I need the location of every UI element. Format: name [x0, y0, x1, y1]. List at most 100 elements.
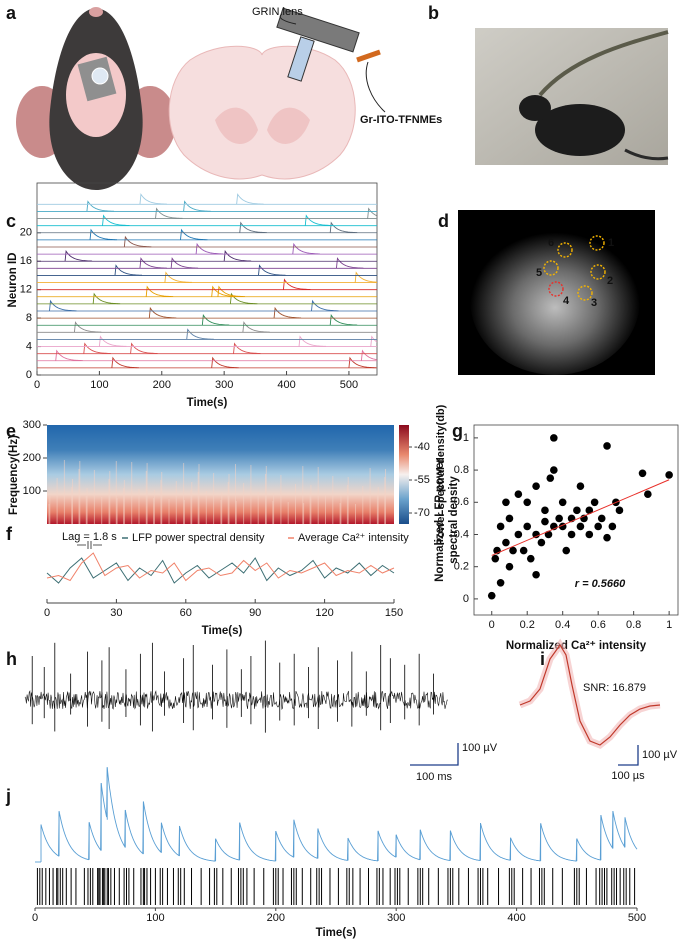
x-tick-label: 1 [666, 619, 672, 631]
panel-label: j [5, 786, 11, 806]
plot-frame [36, 182, 378, 376]
calcium-segment [215, 822, 241, 862]
scatter-point [541, 506, 549, 515]
x-tick-label: 300 [387, 912, 405, 924]
y-axis-label: Normalized LFP power [434, 458, 446, 582]
x-tick-label: 100 [146, 912, 164, 924]
calcium-transient [98, 335, 127, 347]
calcium-transient [92, 292, 121, 305]
calcium-segment [449, 823, 481, 862]
scatter-point [573, 506, 581, 515]
y-tick-label: 100 [23, 485, 41, 497]
x-tick-label: 0 [34, 379, 40, 391]
lag-marker [77, 541, 102, 549]
panel-label: c [6, 211, 16, 231]
x-tick-label: 0.8 [626, 619, 641, 631]
roi-circle [548, 281, 564, 297]
calcium-transient [170, 257, 199, 269]
annotation: GRIN lens [252, 6, 303, 18]
calcium-segment [510, 823, 542, 862]
y-tick-label: 1 [463, 432, 469, 444]
panel-label: b [428, 3, 439, 23]
colorbar-tick-label: -40 [414, 441, 430, 453]
calcium-transient [139, 193, 167, 205]
scatter-point [546, 474, 555, 482]
x-tick-label: 0.2 [520, 619, 535, 631]
x-tick-label: 200 [153, 379, 171, 391]
calcium-transient [111, 356, 139, 369]
roi-label: 3 [591, 297, 597, 309]
calcium-segment [377, 830, 397, 861]
calcium-transient [370, 335, 378, 347]
y-tick-label: 20 [20, 227, 32, 239]
roi-label: 1 [608, 237, 614, 249]
noise-trace [24, 690, 448, 710]
calcium-segment [106, 767, 126, 849]
scatter-point [550, 434, 558, 442]
roi-circle [589, 235, 605, 251]
mouse-illustration [16, 7, 176, 190]
fit-line [491, 479, 670, 556]
x-tick-label: 0 [32, 912, 38, 924]
panel-label: h [6, 649, 17, 669]
calcium-transient [155, 207, 183, 219]
annotation: r = 0.5660 [575, 578, 626, 590]
calcium-transient [180, 228, 208, 241]
scale-bar [410, 743, 459, 766]
calcium-transient [242, 321, 270, 333]
calcium-segment [347, 830, 379, 862]
scatter-point [526, 554, 535, 563]
series-line [46, 557, 395, 584]
calcium-transient [236, 193, 264, 205]
calcium-segment [179, 825, 217, 862]
calcium-transient [298, 335, 327, 347]
calcium-transient [148, 306, 177, 319]
x-tick-label: 0 [489, 619, 495, 631]
calcium-segment [239, 822, 277, 862]
calcium-transient [49, 299, 77, 312]
y-axis-label: Frequency(Hz) [8, 435, 20, 515]
y-tick-label: 12 [20, 284, 32, 296]
calcium-transient [329, 313, 358, 326]
x-tick-label: 30 [110, 607, 122, 619]
calcium-segment [480, 822, 512, 861]
x-tick-label: 150 [385, 607, 403, 619]
calcium-segment [100, 767, 108, 851]
scatter-point [585, 530, 594, 539]
scatter-point [638, 469, 647, 478]
calcium-transient [367, 207, 377, 219]
calcium-transient [123, 235, 152, 248]
colorbar [399, 425, 409, 524]
scatter-point [555, 514, 563, 523]
calcium-transient [348, 356, 376, 369]
x-tick-label: 90 [249, 607, 261, 619]
roi-label: 2 [607, 275, 613, 287]
calcium-transient [217, 285, 245, 298]
scatter-point [514, 490, 523, 499]
x-tick-label: 120 [315, 607, 333, 619]
y-tick-label: 0.6 [454, 496, 469, 508]
x-tick-label: 300 [215, 379, 233, 391]
y-tick-label: 16 [20, 255, 32, 267]
mouse-photo [475, 28, 669, 165]
scatter-point [603, 533, 611, 542]
panel-label: e [6, 421, 16, 441]
calcium-segment [419, 829, 451, 862]
calcium-segment [317, 828, 349, 861]
roi-circle [557, 242, 573, 258]
scatter-point [502, 538, 510, 547]
roi-label: 4 [563, 295, 570, 307]
x-tick-label: 100 [90, 379, 108, 391]
calcium-transient [211, 285, 239, 298]
calcium-transient [336, 257, 364, 269]
scatter-point [487, 591, 496, 600]
x-tick-label: 500 [340, 379, 358, 391]
colorbar-label: Power spectral density(db) [435, 404, 447, 545]
y-tick-label: 0.8 [454, 464, 469, 476]
calcium-transient [239, 221, 267, 234]
annotation: SNR: 16.879 [583, 682, 646, 694]
calcium-transient [114, 264, 142, 276]
calcium-transient [223, 249, 252, 262]
scatter-point [576, 522, 585, 531]
calcium-transient [102, 214, 130, 226]
